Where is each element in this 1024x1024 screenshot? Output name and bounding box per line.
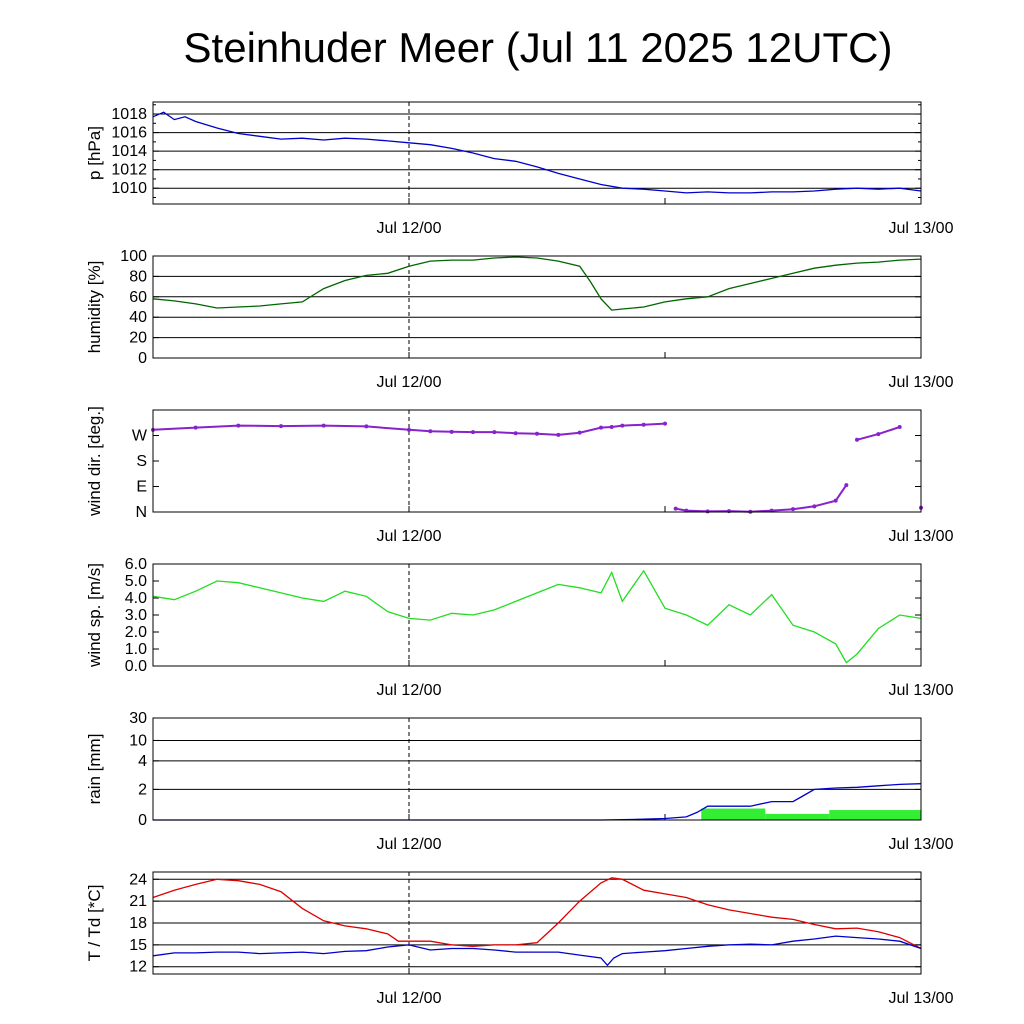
pressure-ytick-label: 1012 <box>111 162 147 179</box>
humidity-ytick-label: 0 <box>138 350 147 367</box>
humidity-xtick-label: Jul 12/00 <box>377 374 442 391</box>
wind_dir-ytick-label: N <box>135 504 147 521</box>
wind_dir-ytick-label: E <box>136 479 147 496</box>
temperature-series-line <box>152 935 922 967</box>
wind_speed-ytick-label: 0.0 <box>125 658 147 675</box>
rain-frame <box>152 717 922 821</box>
wind_dir-ytick-label: S <box>136 453 147 470</box>
rain-ylabel: rain [mm] <box>85 734 104 805</box>
wind_dir-frame <box>152 409 922 513</box>
wind_dir-point <box>855 437 859 442</box>
humidity-series-line <box>152 256 922 311</box>
humidity-ytick-label: 60 <box>129 289 147 306</box>
rain-ytick-label: 4 <box>138 753 147 770</box>
temperature-xtick-label: Jul 13/00 <box>889 990 954 1007</box>
rain-ytick-label: 0 <box>138 812 147 829</box>
pressure-series-line <box>152 111 922 194</box>
wind_speed-series-line <box>152 569 922 664</box>
wind_dir-ytick-label: W <box>132 428 148 445</box>
pressure-ytick-label: 1010 <box>111 180 147 197</box>
rain-ytick-label: 2 <box>138 781 147 798</box>
rain-series-line <box>153 783 922 821</box>
wind_dir-point <box>641 422 646 427</box>
humidity-ytick-label: 40 <box>129 309 147 326</box>
temperature-series-line <box>152 877 922 950</box>
humidity-ytick-label: 80 <box>129 268 147 285</box>
rain-bar <box>829 810 921 820</box>
wind_speed-xtick-label: Jul 13/00 <box>889 682 954 699</box>
humidity-frame <box>152 255 922 359</box>
pressure-ytick-label: 1018 <box>111 106 147 123</box>
wind_speed-ytick-label: 3.0 <box>125 607 147 624</box>
wind_dir-xtick-label: Jul 13/00 <box>889 528 954 545</box>
pressure-xtick-label: Jul 12/00 <box>377 220 442 237</box>
rain-xtick-label: Jul 12/00 <box>377 836 442 853</box>
temperature-ytick-label: 24 <box>129 871 147 888</box>
wind_dir-point <box>897 425 902 429</box>
temperature-ytick-label: 18 <box>129 915 147 932</box>
humidity-ytick-label: 100 <box>120 248 147 265</box>
temperature-xtick-label: Jul 12/00 <box>377 990 442 1007</box>
wind_speed-ytick-label: 5.0 <box>125 573 147 590</box>
wind_speed-frame <box>152 563 922 667</box>
wind_dir-series-line <box>153 424 921 512</box>
rain-xtick-label: Jul 13/00 <box>889 836 954 853</box>
rain-bar <box>701 808 766 820</box>
wind_speed-ytick-label: 6.0 <box>125 556 147 573</box>
pressure-frame <box>152 101 922 205</box>
rain-ytick-label: 30 <box>129 710 147 727</box>
wind_dir-point <box>673 506 678 511</box>
pressure-xtick-label: Jul 13/00 <box>889 220 954 237</box>
wind_speed-ytick-label: 1.0 <box>125 641 147 658</box>
humidity-xtick-label: Jul 13/00 <box>889 374 954 391</box>
pressure-ylabel: p [hPa] <box>85 126 104 180</box>
rain-ytick-label: 10 <box>129 732 147 749</box>
temperature-frame <box>152 871 922 975</box>
wind_speed-ytick-label: 2.0 <box>125 624 147 641</box>
humidity-ytick-label: 20 <box>129 330 147 347</box>
temperature-ytick-label: 15 <box>129 937 147 954</box>
pressure-ytick-label: 1014 <box>111 143 147 160</box>
page-title: Steinhuder Meer (Jul 11 2025 12UTC) <box>183 24 893 71</box>
temperature-ytick-label: 12 <box>129 959 147 976</box>
wind_speed-ylabel: wind sp. [m/s] <box>85 563 104 668</box>
temperature-ytick-label: 21 <box>129 893 147 910</box>
wind_speed-ytick-label: 4.0 <box>125 590 147 607</box>
wind_dir-xtick-label: Jul 12/00 <box>377 528 442 545</box>
humidity-ylabel: humidity [%] <box>85 261 104 354</box>
wind_dir-ylabel: wind dir. [deg.] <box>85 406 104 517</box>
pressure-ytick-label: 1016 <box>111 125 147 142</box>
temperature-ylabel: T / Td [*C] <box>85 885 104 962</box>
wind_speed-xtick-label: Jul 12/00 <box>377 682 442 699</box>
rain-bar <box>765 813 830 820</box>
